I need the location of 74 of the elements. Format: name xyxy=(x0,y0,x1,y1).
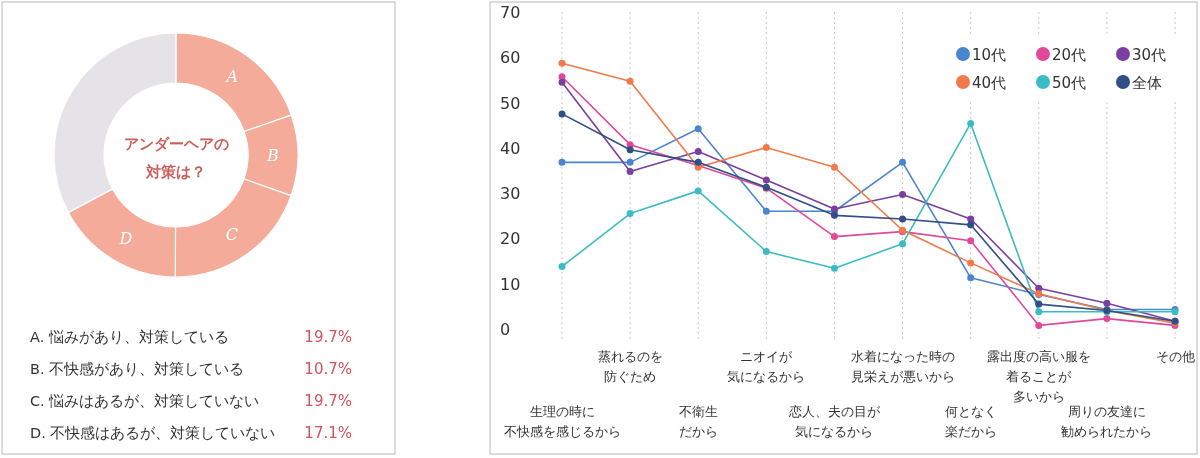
y-tick-label: 60 xyxy=(500,48,521,68)
point xyxy=(558,110,566,118)
category-label: その他 xyxy=(1155,349,1195,364)
point xyxy=(899,215,907,223)
point xyxy=(1103,315,1111,323)
point xyxy=(694,187,702,195)
legend-label: 全体 xyxy=(1132,74,1162,92)
legend-label: 50代 xyxy=(1052,74,1087,92)
point xyxy=(830,163,838,171)
text: A. 悩みがあり、対策している xyxy=(30,329,229,345)
point xyxy=(626,210,634,218)
point xyxy=(830,211,838,219)
point xyxy=(762,248,770,256)
point xyxy=(967,215,975,223)
y-tick-label: 70 xyxy=(500,3,521,22)
point xyxy=(1035,300,1043,308)
text: C. 悩みはあるが、対策していない xyxy=(30,393,260,409)
point xyxy=(694,147,702,155)
point xyxy=(1035,308,1043,316)
slice-label: B xyxy=(266,146,280,166)
y-tick-label: 40 xyxy=(500,138,521,158)
category-label: ニオイが気になるから xyxy=(727,349,806,384)
point xyxy=(899,158,907,166)
point xyxy=(967,221,975,229)
text: 19.7% xyxy=(304,328,352,346)
point xyxy=(967,119,975,127)
point xyxy=(558,158,566,166)
text: 17.1% xyxy=(304,424,352,442)
point xyxy=(762,207,770,215)
point xyxy=(626,158,634,166)
point xyxy=(694,158,702,166)
category-label: 不衛生だから xyxy=(678,404,718,439)
point xyxy=(626,167,634,175)
point xyxy=(830,264,838,272)
legend-label: 30代 xyxy=(1132,46,1167,64)
point xyxy=(694,125,702,133)
category-label: 恋人、夫の目が気になるから xyxy=(788,404,880,439)
legend-label: 20代 xyxy=(1052,46,1087,64)
category-label: 生理の時に不快感を感じるから xyxy=(503,404,621,439)
slice-label: C xyxy=(225,225,238,245)
point xyxy=(762,143,770,151)
y-tick-label: 30 xyxy=(500,184,521,204)
text: D. 不快感はあるが、対策していない xyxy=(30,425,276,441)
point xyxy=(830,233,838,241)
y-tick-label: 50 xyxy=(500,93,521,113)
text: 10.7% xyxy=(304,360,352,378)
slice-label: D xyxy=(118,229,133,249)
category-label: 周りの友達に勧められたから xyxy=(1061,404,1153,439)
point xyxy=(1103,299,1111,307)
y-tick-label: 10 xyxy=(500,274,521,294)
point xyxy=(899,240,907,248)
point xyxy=(626,146,634,154)
category-label: 何となく楽だから xyxy=(944,404,997,439)
point xyxy=(1035,321,1043,329)
point xyxy=(967,274,975,282)
point xyxy=(967,237,975,245)
point xyxy=(558,78,566,86)
text: B. 不快感があり、対策している xyxy=(30,361,245,377)
text: アンダーヘアの対策は？ xyxy=(123,135,229,181)
point xyxy=(967,259,975,267)
category-label: 水着になった時の見栄えが悪いから xyxy=(850,349,955,384)
legend-label: 40代 xyxy=(972,74,1007,92)
category-label: 露出度の高い服を着ることが多いから xyxy=(986,349,1091,404)
point xyxy=(626,77,634,85)
point xyxy=(558,263,566,271)
y-tick-label: 20 xyxy=(500,229,521,249)
point xyxy=(558,59,566,67)
y-tick-label: 0 xyxy=(500,320,511,339)
point xyxy=(899,191,907,198)
legend-label: 10代 xyxy=(972,46,1007,64)
slice-label: A xyxy=(224,66,239,86)
point xyxy=(762,176,770,184)
category-label: 蒸れるのを防ぐため xyxy=(597,349,663,384)
text: 19.7% xyxy=(304,392,352,410)
